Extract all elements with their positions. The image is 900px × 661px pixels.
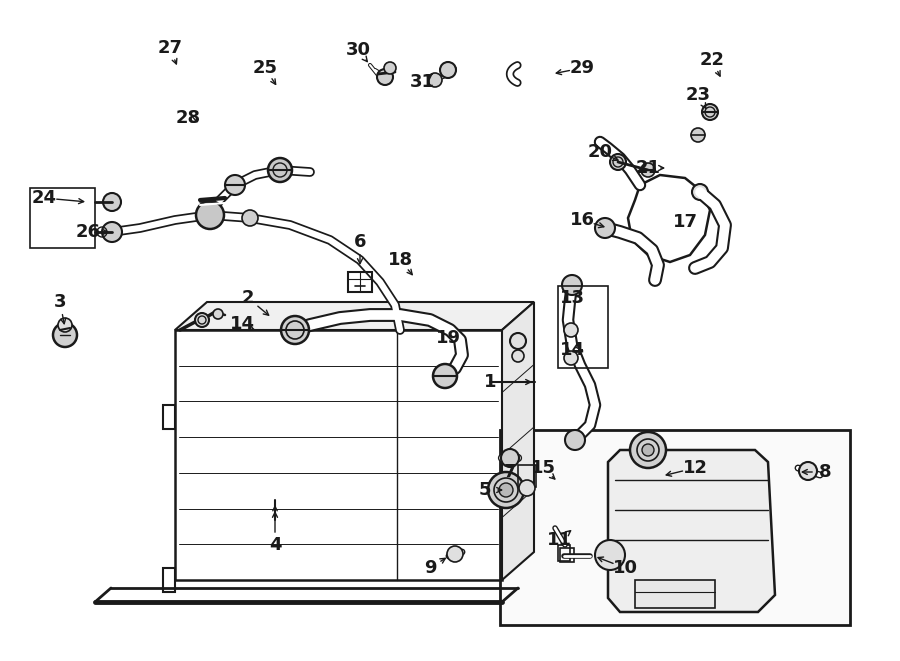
- Text: 13: 13: [560, 289, 584, 307]
- Circle shape: [225, 175, 245, 195]
- Circle shape: [799, 462, 817, 480]
- Circle shape: [384, 62, 396, 74]
- Circle shape: [447, 546, 463, 562]
- Text: 5: 5: [479, 481, 491, 499]
- Bar: [175, 330, 502, 580]
- Text: 10: 10: [613, 559, 637, 577]
- Circle shape: [564, 351, 578, 365]
- Circle shape: [512, 350, 524, 362]
- Bar: [518, 465, 536, 487]
- Text: 28: 28: [176, 109, 201, 127]
- Circle shape: [440, 62, 456, 78]
- Bar: [560, 548, 574, 562]
- Text: 14: 14: [560, 341, 584, 359]
- Text: 24: 24: [32, 189, 57, 207]
- Circle shape: [196, 201, 224, 229]
- Bar: [163, 568, 175, 592]
- Text: 12: 12: [682, 459, 707, 477]
- Circle shape: [501, 449, 519, 467]
- Circle shape: [213, 309, 223, 319]
- Text: 2: 2: [242, 289, 254, 307]
- Circle shape: [102, 222, 122, 242]
- Circle shape: [195, 313, 209, 327]
- Text: 29: 29: [570, 59, 595, 77]
- Circle shape: [692, 184, 708, 200]
- Text: 27: 27: [158, 39, 183, 57]
- Text: 26: 26: [76, 223, 101, 241]
- Text: 31: 31: [410, 73, 435, 91]
- Text: 15: 15: [530, 459, 555, 477]
- Circle shape: [58, 318, 72, 332]
- Circle shape: [268, 158, 292, 182]
- Circle shape: [519, 480, 535, 496]
- Text: 23: 23: [686, 86, 710, 104]
- Bar: [348, 272, 372, 292]
- Text: 4: 4: [269, 536, 281, 554]
- Circle shape: [53, 323, 77, 347]
- Circle shape: [702, 104, 718, 120]
- Text: 21: 21: [635, 159, 661, 177]
- Text: 14: 14: [230, 315, 255, 333]
- Bar: [30, 188, 95, 248]
- Text: 11: 11: [546, 531, 572, 549]
- Bar: [635, 580, 715, 608]
- Polygon shape: [608, 450, 775, 612]
- Circle shape: [499, 483, 513, 497]
- Circle shape: [610, 154, 626, 170]
- Circle shape: [595, 540, 625, 570]
- Text: 19: 19: [436, 329, 461, 347]
- Circle shape: [428, 73, 442, 87]
- Text: 25: 25: [253, 59, 277, 77]
- Bar: [500, 430, 850, 625]
- Circle shape: [242, 210, 258, 226]
- Bar: [163, 405, 175, 429]
- Circle shape: [103, 193, 121, 211]
- Text: 7: 7: [504, 463, 517, 481]
- Circle shape: [565, 430, 585, 450]
- Circle shape: [281, 316, 309, 344]
- Text: 18: 18: [387, 251, 412, 269]
- Circle shape: [595, 218, 615, 238]
- Circle shape: [641, 163, 655, 177]
- Text: 30: 30: [346, 41, 371, 59]
- Circle shape: [630, 432, 666, 468]
- Polygon shape: [502, 302, 534, 580]
- Text: 3: 3: [54, 293, 67, 311]
- Circle shape: [488, 472, 524, 508]
- Circle shape: [562, 275, 582, 295]
- Text: 6: 6: [354, 233, 366, 251]
- Text: 20: 20: [588, 143, 613, 161]
- Polygon shape: [175, 302, 534, 330]
- Circle shape: [377, 69, 393, 85]
- Circle shape: [564, 323, 578, 337]
- Text: 8: 8: [819, 463, 832, 481]
- Bar: [558, 545, 570, 561]
- Circle shape: [433, 364, 457, 388]
- Circle shape: [642, 444, 654, 456]
- Text: 9: 9: [424, 559, 436, 577]
- Bar: [558, 286, 608, 368]
- Circle shape: [691, 128, 705, 142]
- Text: 1: 1: [484, 373, 496, 391]
- Circle shape: [510, 333, 526, 349]
- Text: 22: 22: [699, 51, 725, 69]
- Text: 17: 17: [672, 213, 698, 231]
- Text: 16: 16: [570, 211, 595, 229]
